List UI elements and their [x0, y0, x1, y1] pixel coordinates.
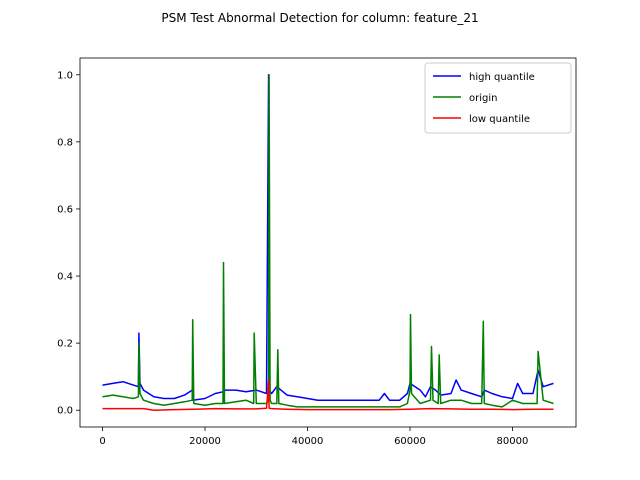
axes-frame — [79, 57, 577, 428]
y-tick-label: 0.0 — [57, 406, 73, 417]
x-tick-label: 0 — [99, 436, 105, 447]
legend-label-1: high quantile — [469, 72, 535, 83]
legend: high quantile origin low quantile — [424, 62, 572, 134]
series-line-2 — [102, 74, 554, 408]
legend-label-3: low quantile — [469, 114, 530, 125]
legend-label-2: origin — [469, 93, 497, 104]
x-tick-label: 20000 — [189, 436, 221, 447]
y-tick-label: 0.6 — [57, 204, 73, 215]
series-line-1 — [102, 74, 554, 401]
series-line-3 — [102, 379, 554, 411]
y-axis: 0.0 0.2 0.4 0.6 0.8 1.0 — [57, 70, 80, 417]
y-tick-label: 1.0 — [57, 70, 73, 81]
y-tick-label: 0.8 — [57, 137, 73, 148]
series-layer — [102, 74, 554, 411]
x-tick-label: 40000 — [292, 436, 324, 447]
x-axis: 0 20000 40000 60000 80000 — [99, 427, 528, 447]
y-tick-label: 0.4 — [57, 272, 73, 283]
x-tick-label: 80000 — [497, 436, 529, 447]
chart-title: PSM Test Abnormal Detection for column: … — [161, 11, 478, 25]
legend-box — [424, 62, 572, 134]
x-tick-label: 60000 — [394, 436, 426, 447]
y-tick-label: 0.2 — [57, 339, 73, 350]
